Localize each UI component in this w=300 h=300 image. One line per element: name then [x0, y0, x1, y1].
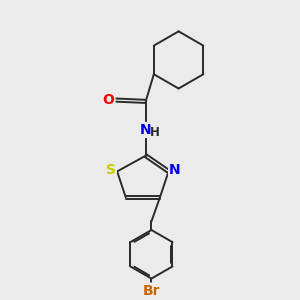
Text: N: N [140, 123, 152, 137]
Text: H: H [150, 126, 160, 139]
Text: Br: Br [143, 284, 160, 298]
Text: S: S [106, 163, 116, 177]
Text: O: O [103, 93, 115, 107]
Text: N: N [169, 163, 181, 177]
